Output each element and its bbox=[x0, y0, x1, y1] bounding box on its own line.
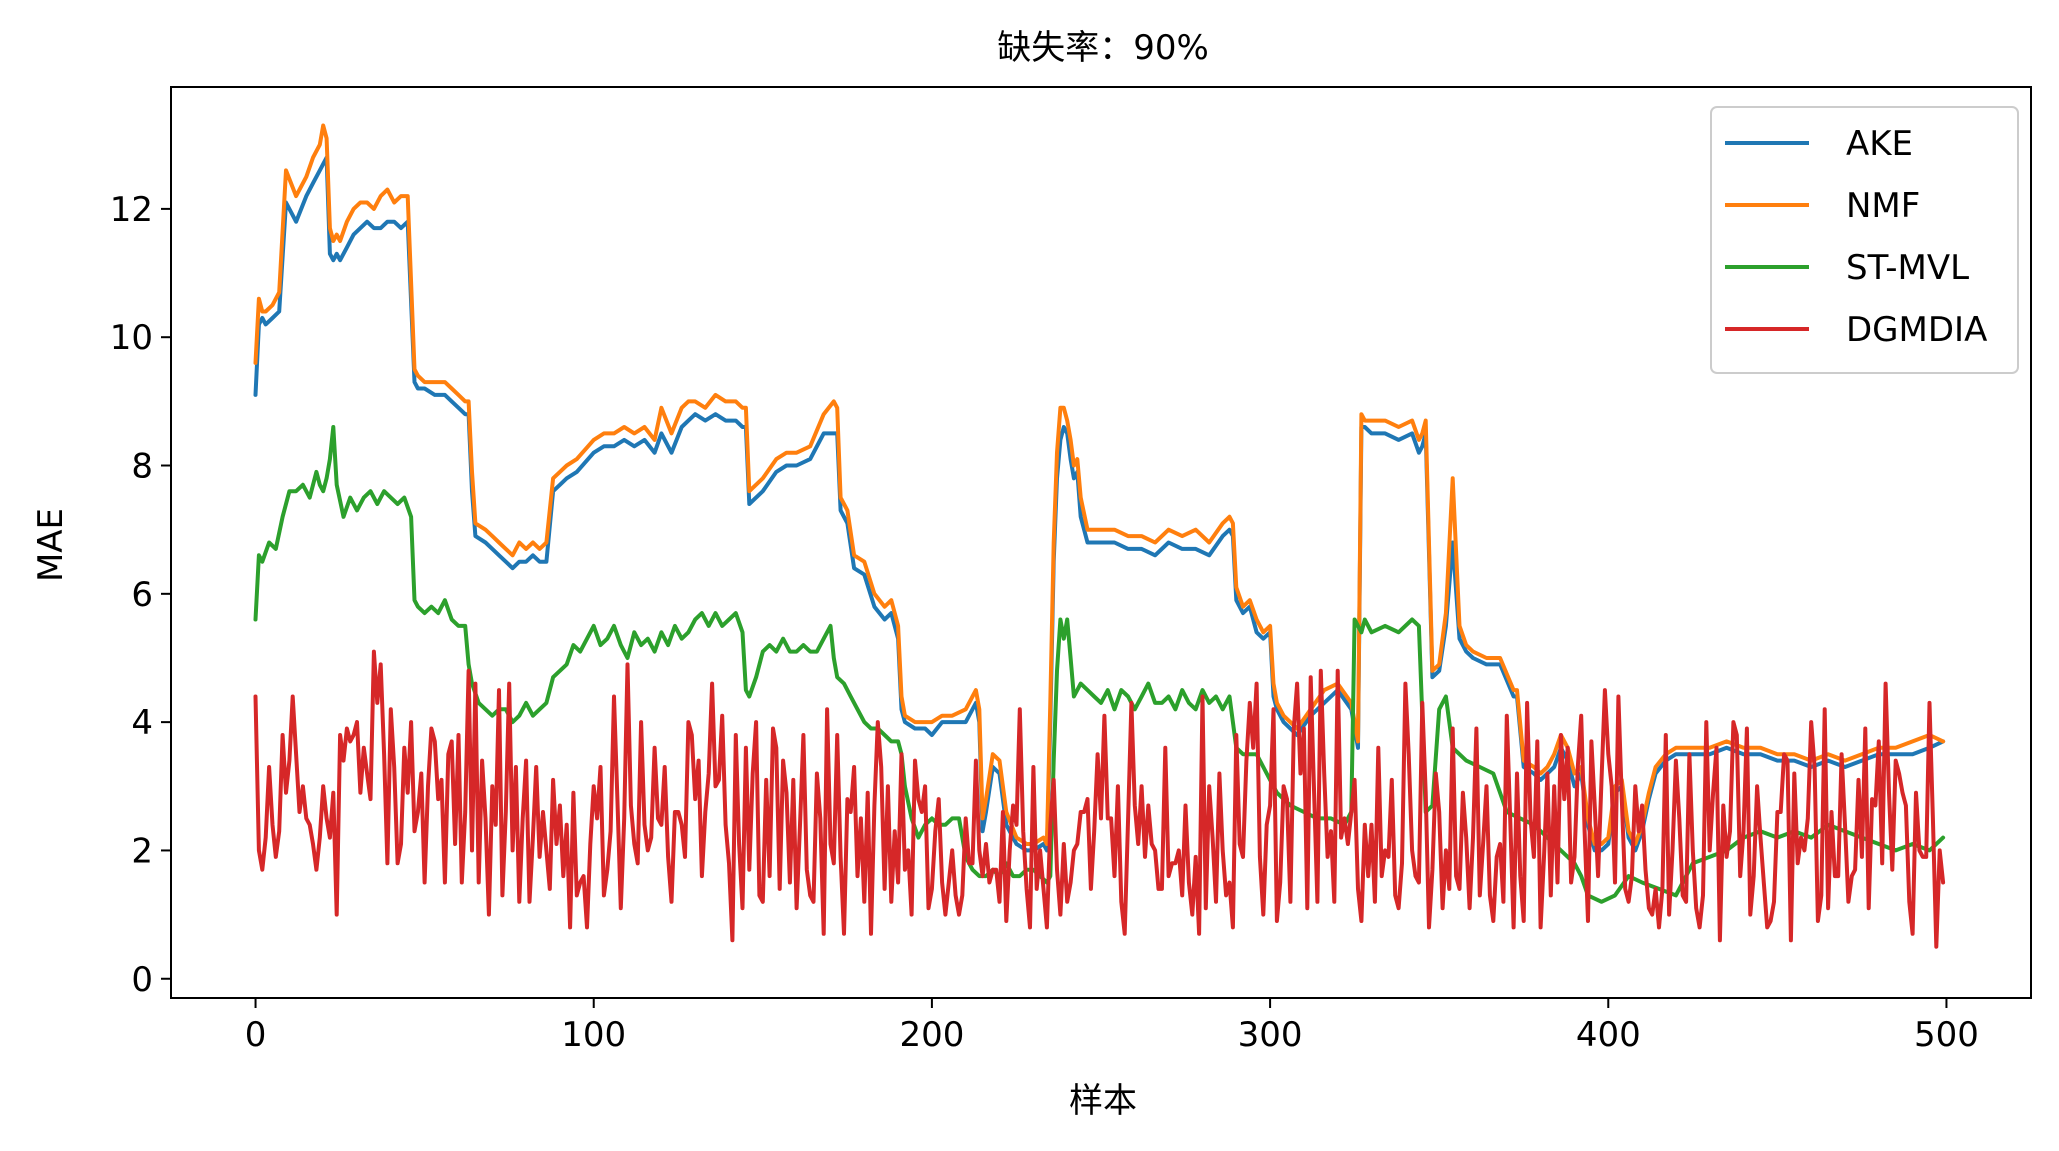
y-tick-label: 2 bbox=[131, 831, 153, 871]
x-axis-ticks: 0 100 200 300 400 500 bbox=[245, 998, 1979, 1055]
x-tick-label: 400 bbox=[1576, 1015, 1641, 1055]
plot-frame bbox=[170, 86, 2032, 999]
legend-label-st-mvl: ST-MVL bbox=[1846, 248, 1969, 288]
series-line-dgmdia bbox=[253, 649, 1946, 949]
y-tick-label: 4 bbox=[131, 703, 153, 743]
x-tick-label: 500 bbox=[1914, 1015, 1979, 1055]
x-axis-label: 样本 bbox=[1069, 1081, 1137, 1121]
x-tick-label: 200 bbox=[899, 1015, 964, 1055]
x-tick-label: 0 bbox=[245, 1015, 267, 1055]
legend: AKE NMF ST-MVL DGMDIA bbox=[1710, 106, 2019, 374]
x-tick-label: 100 bbox=[561, 1015, 626, 1055]
y-tick-label: 8 bbox=[131, 447, 153, 487]
y-tick-label: 0 bbox=[131, 960, 153, 1000]
series-line-nmf bbox=[253, 123, 1946, 846]
legend-label-nmf: NMF bbox=[1846, 186, 1920, 226]
legend-label-ake: AKE bbox=[1846, 124, 1913, 164]
x-tick-label: 300 bbox=[1238, 1015, 1303, 1055]
chart-title: 缺失率：90% bbox=[997, 28, 1209, 68]
legend-label-dgmdia: DGMDIA bbox=[1846, 310, 1987, 350]
y-tick-label: 10 bbox=[110, 318, 153, 358]
legend-box bbox=[1710, 106, 2019, 374]
y-tick-label: 6 bbox=[131, 575, 153, 615]
y-tick-label: 12 bbox=[110, 190, 153, 230]
series-group bbox=[253, 123, 1946, 949]
y-axis-label: MAE bbox=[31, 508, 71, 582]
y-axis-ticks: 0 2 4 6 8 10 12 bbox=[110, 190, 171, 1000]
